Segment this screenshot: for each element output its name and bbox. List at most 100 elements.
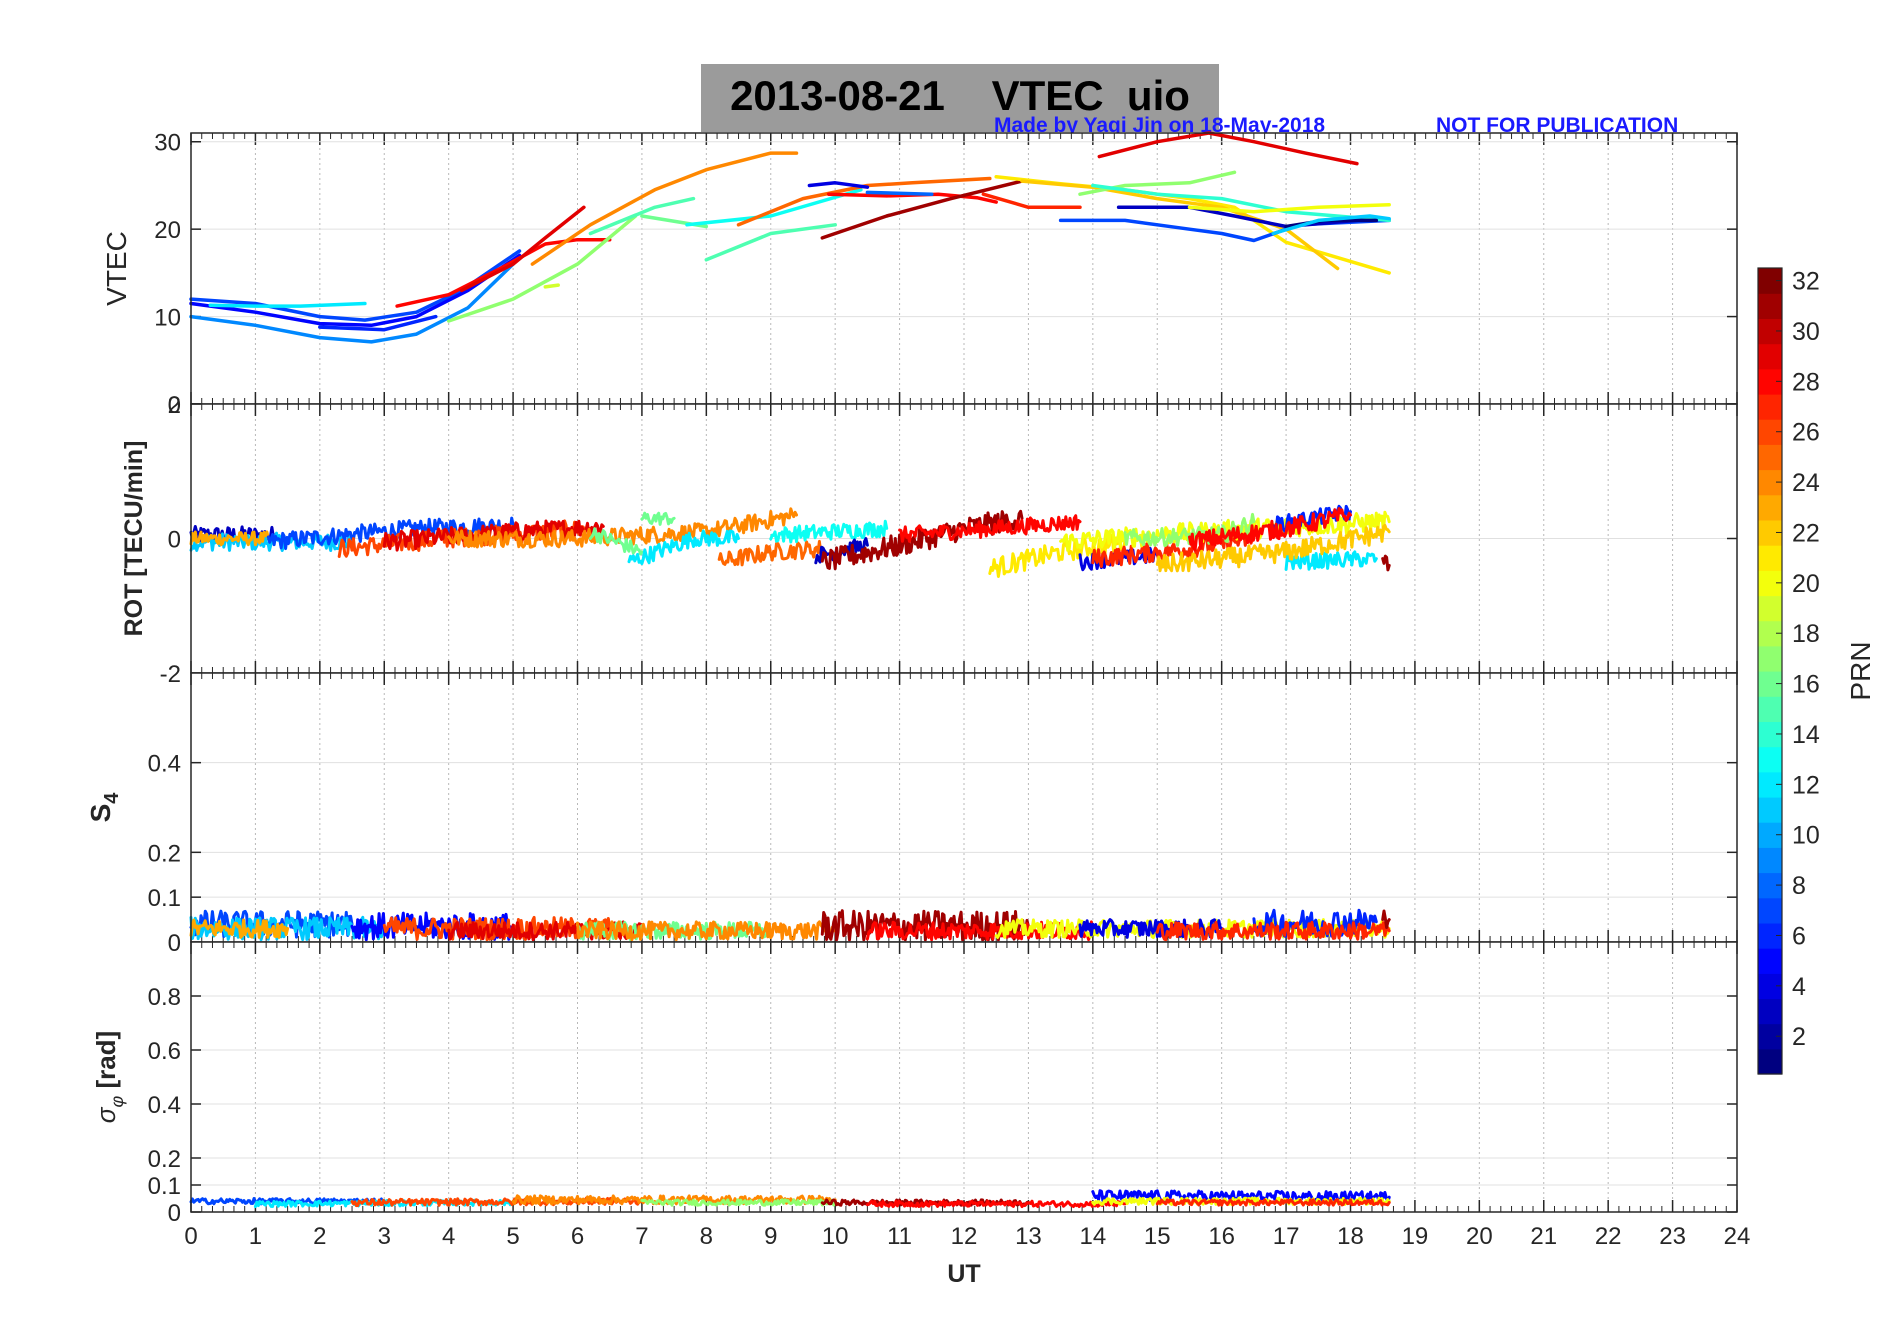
x-tick-label: 0 bbox=[184, 1223, 197, 1250]
series-line-prn-24 bbox=[576, 920, 837, 942]
colorbar-tick-label: 8 bbox=[1792, 872, 1806, 900]
series-line-prn-7 bbox=[266, 516, 515, 551]
series-line-prn-8 bbox=[865, 190, 934, 196]
x-tick-label: 2 bbox=[313, 1223, 326, 1250]
colorbar-step bbox=[1758, 897, 1782, 924]
y-tick-label: 0.6 bbox=[148, 1038, 181, 1065]
series-line-prn-24 bbox=[447, 507, 798, 549]
x-tick-label: 7 bbox=[635, 1223, 648, 1250]
colorbar-step bbox=[1758, 293, 1782, 319]
series-line-prn-6 bbox=[1252, 908, 1378, 939]
series-line-prn-19 bbox=[543, 283, 560, 289]
colorbar-tick-label: 20 bbox=[1792, 570, 1820, 598]
series-line-prn-9 bbox=[189, 262, 515, 344]
series-line-prn-15 bbox=[704, 223, 837, 262]
y-tick-label: 0.1 bbox=[148, 1173, 181, 1200]
title-box bbox=[701, 64, 1219, 132]
x-tick-label: 14 bbox=[1079, 1223, 1106, 1250]
x-tick-label: 19 bbox=[1402, 1223, 1429, 1250]
colorbar-tick-label: 4 bbox=[1792, 973, 1806, 1001]
series-line-prn-17 bbox=[446, 214, 638, 323]
x-tick-label: 8 bbox=[700, 1223, 713, 1250]
series-line-prn-15 bbox=[588, 196, 696, 236]
series-line-prn-27 bbox=[1155, 1198, 1391, 1207]
series-line-prn-22 bbox=[1155, 523, 1391, 573]
series-line-prn-13 bbox=[685, 188, 863, 227]
x-tick-label: 23 bbox=[1659, 1223, 1686, 1250]
y-tick-label: 0 bbox=[168, 930, 181, 957]
colorbar-tick-label: 6 bbox=[1792, 922, 1806, 950]
series-line-prn-22 bbox=[1020, 179, 1340, 271]
panel-frame bbox=[190, 941, 1738, 1213]
series-line-prn-21 bbox=[988, 533, 1127, 578]
y-tick-label: 0.2 bbox=[148, 840, 181, 867]
x-tick-label: 4 bbox=[442, 1223, 455, 1250]
colorbar-step bbox=[1758, 645, 1782, 672]
series-line-prn-6 bbox=[318, 314, 438, 332]
series-line-prn-13 bbox=[769, 519, 889, 544]
series-line-prn-28 bbox=[865, 1199, 1127, 1209]
x-tick-label: 15 bbox=[1144, 1223, 1171, 1250]
colorbar-step bbox=[1758, 1048, 1782, 1075]
y-tick-label: 20 bbox=[154, 217, 181, 244]
colorbar-step bbox=[1758, 343, 1782, 370]
colorbar-step bbox=[1758, 545, 1782, 571]
series-line-prn-11 bbox=[1271, 214, 1391, 236]
y-axis-label: σφ [rad] bbox=[91, 1031, 127, 1123]
series-line-prn-31 bbox=[1381, 554, 1391, 572]
series-line-prn-28 bbox=[898, 514, 1082, 543]
colorbar-tick-label: 18 bbox=[1792, 620, 1820, 648]
y-tick-label: 0.8 bbox=[148, 984, 181, 1011]
y-axis-label: ROT [TECU/min] bbox=[120, 441, 148, 637]
x-tick-label: 5 bbox=[506, 1223, 519, 1250]
x-tick-label: 6 bbox=[571, 1223, 584, 1250]
series-line-prn-28 bbox=[1188, 507, 1352, 552]
colorbar-step bbox=[1758, 847, 1782, 874]
colorbar-step bbox=[1758, 393, 1782, 420]
x-tick-label: 12 bbox=[951, 1223, 978, 1250]
series-line-prn-26 bbox=[350, 1196, 644, 1208]
colorbar-step bbox=[1758, 444, 1782, 471]
x-tick-label: 18 bbox=[1337, 1223, 1364, 1250]
colorbar-step bbox=[1758, 948, 1782, 974]
colorbar-tick-label: 10 bbox=[1792, 822, 1820, 850]
series-line-prn-31 bbox=[820, 509, 1024, 571]
series-line-prn-5 bbox=[189, 253, 522, 328]
colorbar-step bbox=[1758, 998, 1782, 1025]
series-line-prn-27 bbox=[981, 192, 1082, 210]
y-axis-label: VTEC bbox=[101, 231, 132, 306]
credit-text: Made by Yaqi Jin on 18-May-2018 bbox=[994, 114, 1326, 137]
series-line-prn-29 bbox=[459, 205, 586, 293]
y-tick-label: 0 bbox=[168, 527, 181, 554]
y-tick-label: 0 bbox=[168, 392, 181, 419]
x-tick-label: 21 bbox=[1530, 1223, 1557, 1250]
y-tick-label: 0 bbox=[168, 1200, 181, 1227]
x-tick-label: 24 bbox=[1724, 1223, 1751, 1250]
colorbar-step bbox=[1758, 696, 1782, 722]
x-tick-label: 9 bbox=[764, 1223, 777, 1250]
series-line-prn-29 bbox=[1097, 131, 1359, 166]
y-tick-label: 30 bbox=[154, 130, 181, 157]
colorbar-step bbox=[1758, 746, 1782, 773]
x-axis-label: UT bbox=[947, 1260, 980, 1288]
colorbar-frame bbox=[1757, 267, 1783, 1075]
series-line-prn-20 bbox=[1187, 202, 1391, 214]
x-tick-label: 3 bbox=[378, 1223, 391, 1250]
colorbar-tick-label: 30 bbox=[1792, 318, 1820, 346]
x-tick-label: 22 bbox=[1595, 1223, 1622, 1250]
y-tick-label: 2 bbox=[168, 392, 181, 419]
y-tick-label: -2 bbox=[160, 661, 181, 688]
series-line-prn-28 bbox=[826, 192, 998, 204]
series-line-prn-29 bbox=[382, 519, 605, 552]
x-tick-label: 17 bbox=[1273, 1223, 1300, 1250]
colorbar-tick-label: 26 bbox=[1792, 419, 1820, 447]
colorbar-tick-label: 24 bbox=[1792, 469, 1820, 497]
series-line-prn-12 bbox=[627, 529, 740, 566]
colorbar-step bbox=[1758, 494, 1782, 521]
y-tick-label: 0.4 bbox=[148, 1092, 181, 1119]
series-line-prn-31 bbox=[820, 179, 1024, 240]
notice-text: NOT FOR PUBLICATION bbox=[1436, 114, 1679, 137]
series-line-prn-23 bbox=[189, 918, 290, 939]
series-line-prn-17 bbox=[1078, 170, 1237, 196]
